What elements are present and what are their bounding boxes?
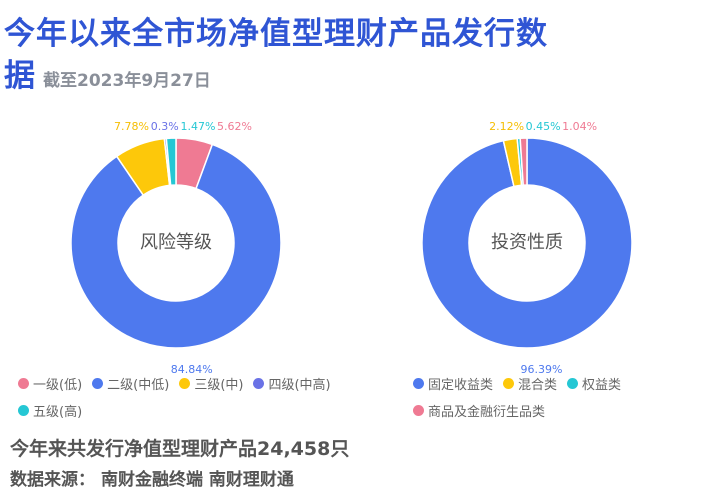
risk-level-legend: 一级(低) 二级(中低) 三级(中) 四级(中高) 五级(高) [18, 374, 348, 428]
page-title: 今年以来全市场净值型理财产品发行数 [4, 16, 548, 52]
issuance-summary: 今年来共发行净值型理财产品24,458只 [10, 438, 350, 460]
donut-chart-1: 5.62% 84.84% 7.78% 0.3% 1.47% 风险等级 [70, 120, 282, 376]
slice-2 [70, 143, 282, 349]
data-source: 数据来源： 南财金融终端 南财理财通 [10, 465, 294, 490]
legend-item: 四级(中高) [253, 374, 331, 393]
legend-swatch [413, 378, 424, 389]
slice-1 [421, 137, 633, 349]
legend-label: 三级(中) [194, 378, 244, 393]
data-source-label: 数据来源： [10, 470, 95, 490]
legend-item: 混合类 [503, 374, 557, 393]
legend-label: 权益类 [582, 378, 622, 393]
slice-value-label: 1.47% [180, 120, 215, 133]
legend-item: 三级(中) [179, 374, 243, 393]
legend-item: 权益类 [567, 374, 621, 393]
date-subtitle: 截至2023年9月27日 [43, 71, 211, 91]
slice-value-label: 84.84% [171, 363, 213, 376]
slice-5 [165, 137, 177, 187]
legend-item: 二级(中低) [92, 374, 169, 393]
slice-4 [519, 137, 528, 186]
legend-label: 五级(高) [33, 405, 83, 420]
investment-type-legend: 固定收益类 混合类 权益类商品及金融衍生品类 [413, 374, 683, 428]
legend-label: 商品及金融衍生品类 [428, 405, 546, 420]
legend-item: 五级(高) [18, 401, 82, 420]
slice-value-label: 1.04% [562, 120, 597, 133]
legend-swatch [92, 378, 104, 389]
donut-chart-2: 96.39% 2.12% 0.45% 1.04% 投资性质 [421, 120, 633, 376]
legend-label: 固定收益类 [428, 378, 494, 393]
legend-label: 四级(中高) [268, 378, 331, 393]
legend-label: 一级(低) [33, 378, 83, 393]
slice-value-label: 5.62% [217, 120, 252, 133]
legend-swatch [179, 378, 191, 389]
legend-item: 固定收益类 [413, 374, 493, 393]
legend-item: 商品及金融衍生品类 [413, 401, 545, 420]
donut-center-label: 投资性质 [491, 232, 563, 253]
donut-center-label: 风险等级 [140, 232, 212, 253]
legend-swatch [567, 378, 579, 389]
slice-value-label: 2.12% [489, 120, 524, 133]
page-title-continued: 据截至2023年9月27日 [4, 50, 211, 95]
slice-value-label: 0.3% [151, 120, 179, 133]
data-source-value: 南财金融终端 南财理财通 [101, 470, 294, 490]
page-title-end: 据 [4, 58, 35, 94]
legend-label: 混合类 [518, 378, 558, 393]
legend-swatch [413, 405, 424, 416]
legend-label: 二级(中低) [107, 378, 170, 393]
legend-swatch [503, 378, 515, 389]
legend-swatch [18, 405, 29, 416]
legend-swatch [18, 378, 29, 389]
legend-item: 一级(低) [18, 374, 82, 393]
legend-swatch [253, 378, 265, 389]
slice-value-label: 96.39% [521, 363, 563, 376]
slice-value-label: 0.45% [526, 120, 561, 133]
slice-value-label: 7.78% [114, 120, 149, 133]
